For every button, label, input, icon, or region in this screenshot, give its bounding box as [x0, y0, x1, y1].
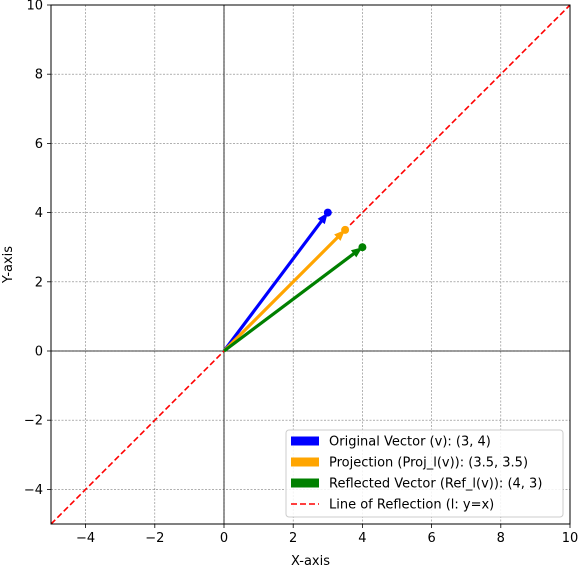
projection-vector-group [222, 225, 350, 353]
legend-label: Projection (Proj_l(v)): (3.5, 3.5) [329, 456, 528, 471]
legend-label: Original Vector (v): (3, 4) [329, 435, 491, 450]
y-tick-label: 6 [35, 137, 43, 152]
x-tick-label: 8 [497, 531, 505, 546]
x-tick-label: 10 [562, 531, 579, 546]
tick-layer: −4 −2 0 2 4 6 8 10 −4 −2 0 2 4 6 8 10 [24, 0, 578, 546]
y-tick-label: 10 [26, 0, 43, 14]
reflected-vector-group [223, 243, 367, 353]
projection-vector [222, 229, 346, 353]
x-axis-label: X-axis [291, 554, 330, 569]
projection-vector-endpoint [341, 225, 350, 234]
y-tick-label: −2 [24, 414, 43, 429]
x-tick-label: −4 [76, 531, 95, 546]
plot-frame [50, 4, 571, 525]
legend-swatch [291, 478, 319, 488]
reflection-line [50, 4, 571, 525]
legend-box [285, 429, 564, 518]
y-tick-label: 0 [35, 345, 43, 360]
original-vector [222, 212, 328, 352]
original-vector-group [222, 208, 332, 352]
reflected-vector-endpoint [358, 243, 367, 252]
y-tick-label: 4 [35, 206, 43, 221]
y-tick-label: 8 [35, 68, 43, 83]
y-tick-label: −4 [24, 483, 43, 498]
y-axis-label: Y-axis [1, 246, 16, 284]
axes-layer [51, 5, 570, 524]
legend-swatch [291, 436, 319, 446]
reflected-vector [223, 247, 363, 353]
legend-label: Reflected Vector (Ref_l(v)): (4, 3) [329, 477, 542, 492]
y-tick-label: 2 [35, 275, 43, 290]
x-tick-label: 6 [427, 531, 435, 546]
legend-label: Line of Reflection (l: y=x) [329, 498, 494, 513]
original-vector-endpoint [323, 208, 332, 217]
x-tick-label: 4 [358, 531, 366, 546]
line-layer [50, 4, 571, 525]
x-tick-label: −2 [145, 531, 164, 546]
legend: Original Vector (v): (3, 4) Projection (P… [285, 429, 564, 518]
x-tick-label: 0 [220, 531, 228, 546]
vector-layer [222, 208, 367, 353]
x-tick-label: 2 [289, 531, 297, 546]
legend-swatch [291, 457, 319, 467]
